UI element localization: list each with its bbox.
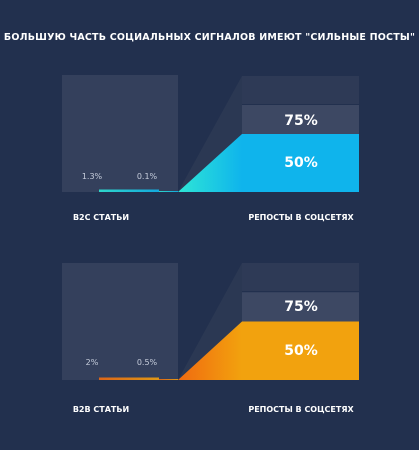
category-label: РЕПОСТЫ В СОЦСЕТЯХ: [248, 213, 354, 222]
big-value-label: 50%: [284, 343, 318, 359]
left-background: [62, 263, 178, 380]
chart-title: БОЛЬШУЮ ЧАСТЬ СОЦИАЛЬНЫХ СИГНАЛОВ ИМЕЮТ …: [4, 32, 415, 43]
left-background: [62, 75, 178, 192]
category-label: B2B СТАТЬИ: [73, 405, 129, 414]
bar-small: [159, 191, 178, 192]
right-background-top: [242, 263, 359, 291]
small-value-label: 1.3%: [82, 172, 103, 181]
bar-small: [99, 189, 159, 192]
big-value-label: 75%: [284, 299, 318, 315]
category-label: B2C СТАТЬИ: [73, 213, 129, 222]
big-value-label: 75%: [284, 113, 318, 129]
small-value-label: 0.5%: [137, 358, 158, 367]
transition-wedge: [178, 134, 242, 192]
bar-inner: [242, 321, 359, 380]
bar-inner: [242, 134, 359, 192]
small-value-label: 2%: [86, 358, 99, 367]
panel-b2b: 2% 0.5% 75% 50% B2B СТАТЬИ РЕПОСТЫ В СОЦ…: [62, 263, 359, 414]
bar-small: [99, 377, 159, 380]
bar-small: [159, 379, 178, 380]
panel-b2c: 1.3% 0.1% 75% 50% B2C СТАТЬИ РЕПОСТЫ В С…: [62, 75, 359, 222]
right-background-top: [242, 76, 359, 104]
transition-wedge: [178, 321, 242, 380]
small-value-label: 0.1%: [137, 172, 158, 181]
category-label: РЕПОСТЫ В СОЦСЕТЯХ: [248, 405, 354, 414]
big-value-label: 50%: [284, 155, 318, 171]
